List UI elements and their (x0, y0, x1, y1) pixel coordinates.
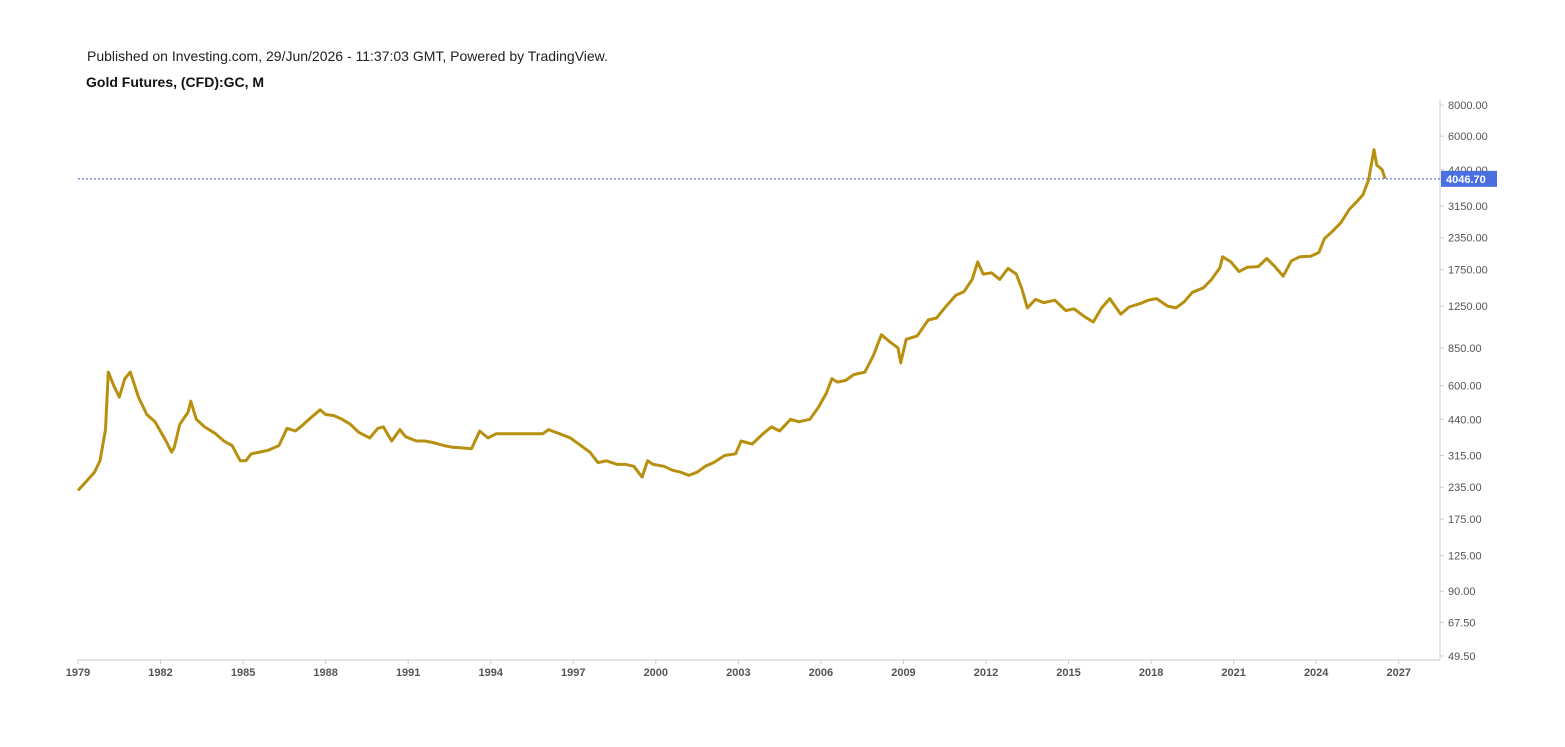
last-price-label: 4046.70 (1441, 170, 1497, 187)
x-tick-label: 2018 (1139, 667, 1163, 679)
x-tick-label: 1988 (313, 667, 337, 679)
y-axis-ticks: 8000.006000.004400.003150.002350.001750.… (1440, 100, 1488, 663)
y-tick-label: 600.00 (1448, 381, 1482, 393)
x-tick-label: 2021 (1221, 667, 1245, 679)
x-axis-ticks: 1979 1982 1985 1988 1991 1994 1997 2000 2003 2006… (66, 660, 1411, 679)
x-tick-label: 2003 (726, 667, 750, 679)
x-tick-label: 2024 (1304, 667, 1329, 679)
x-tick-label: 1997 (561, 667, 585, 679)
x-tick-label: 1985 (231, 667, 255, 679)
y-tick-label: 175.00 (1448, 514, 1482, 526)
published-info: Published on Investing.com, 29/Jun/2026 … (87, 48, 608, 64)
x-tick-label: 2009 (891, 667, 915, 679)
y-tick-label: 125.00 (1448, 551, 1482, 563)
gold-price-line (76, 148, 1387, 492)
y-tick-label: 1750.00 (1448, 265, 1488, 277)
x-tick-label: 2015 (1056, 667, 1080, 679)
x-tick-label: 1979 (66, 667, 90, 679)
y-tick-label: 3150.00 (1448, 201, 1488, 213)
y-tick-label: 67.50 (1448, 617, 1476, 629)
y-tick-label: 2350.00 (1448, 233, 1488, 245)
last-price-label-text: 4046.70 (1446, 174, 1486, 186)
y-tick-label: 235.00 (1448, 482, 1482, 494)
x-tick-label: 1982 (148, 667, 172, 679)
x-tick-label: 2012 (974, 667, 998, 679)
x-tick-label: 2006 (809, 667, 833, 679)
y-tick-label: 49.50 (1448, 651, 1476, 663)
x-tick-label: 1994 (478, 667, 503, 679)
y-tick-label: 850.00 (1448, 343, 1482, 355)
y-tick-label: 6000.00 (1448, 131, 1488, 143)
chart-title: Gold Futures, (CFD):GC, M (86, 74, 265, 90)
x-tick-label: 2027 (1386, 667, 1410, 679)
y-tick-label: 440.00 (1448, 414, 1482, 426)
last-price-label-bg (1441, 170, 1497, 187)
y-tick-label: 315.00 (1448, 450, 1482, 462)
axes (78, 100, 1441, 661)
y-tick-label: 90.00 (1448, 586, 1476, 598)
y-tick-label: 8000.00 (1448, 100, 1488, 112)
x-tick-label: 2000 (644, 667, 668, 679)
x-tick-label: 1991 (396, 667, 420, 679)
y-tick-label: 1250.00 (1448, 301, 1488, 313)
